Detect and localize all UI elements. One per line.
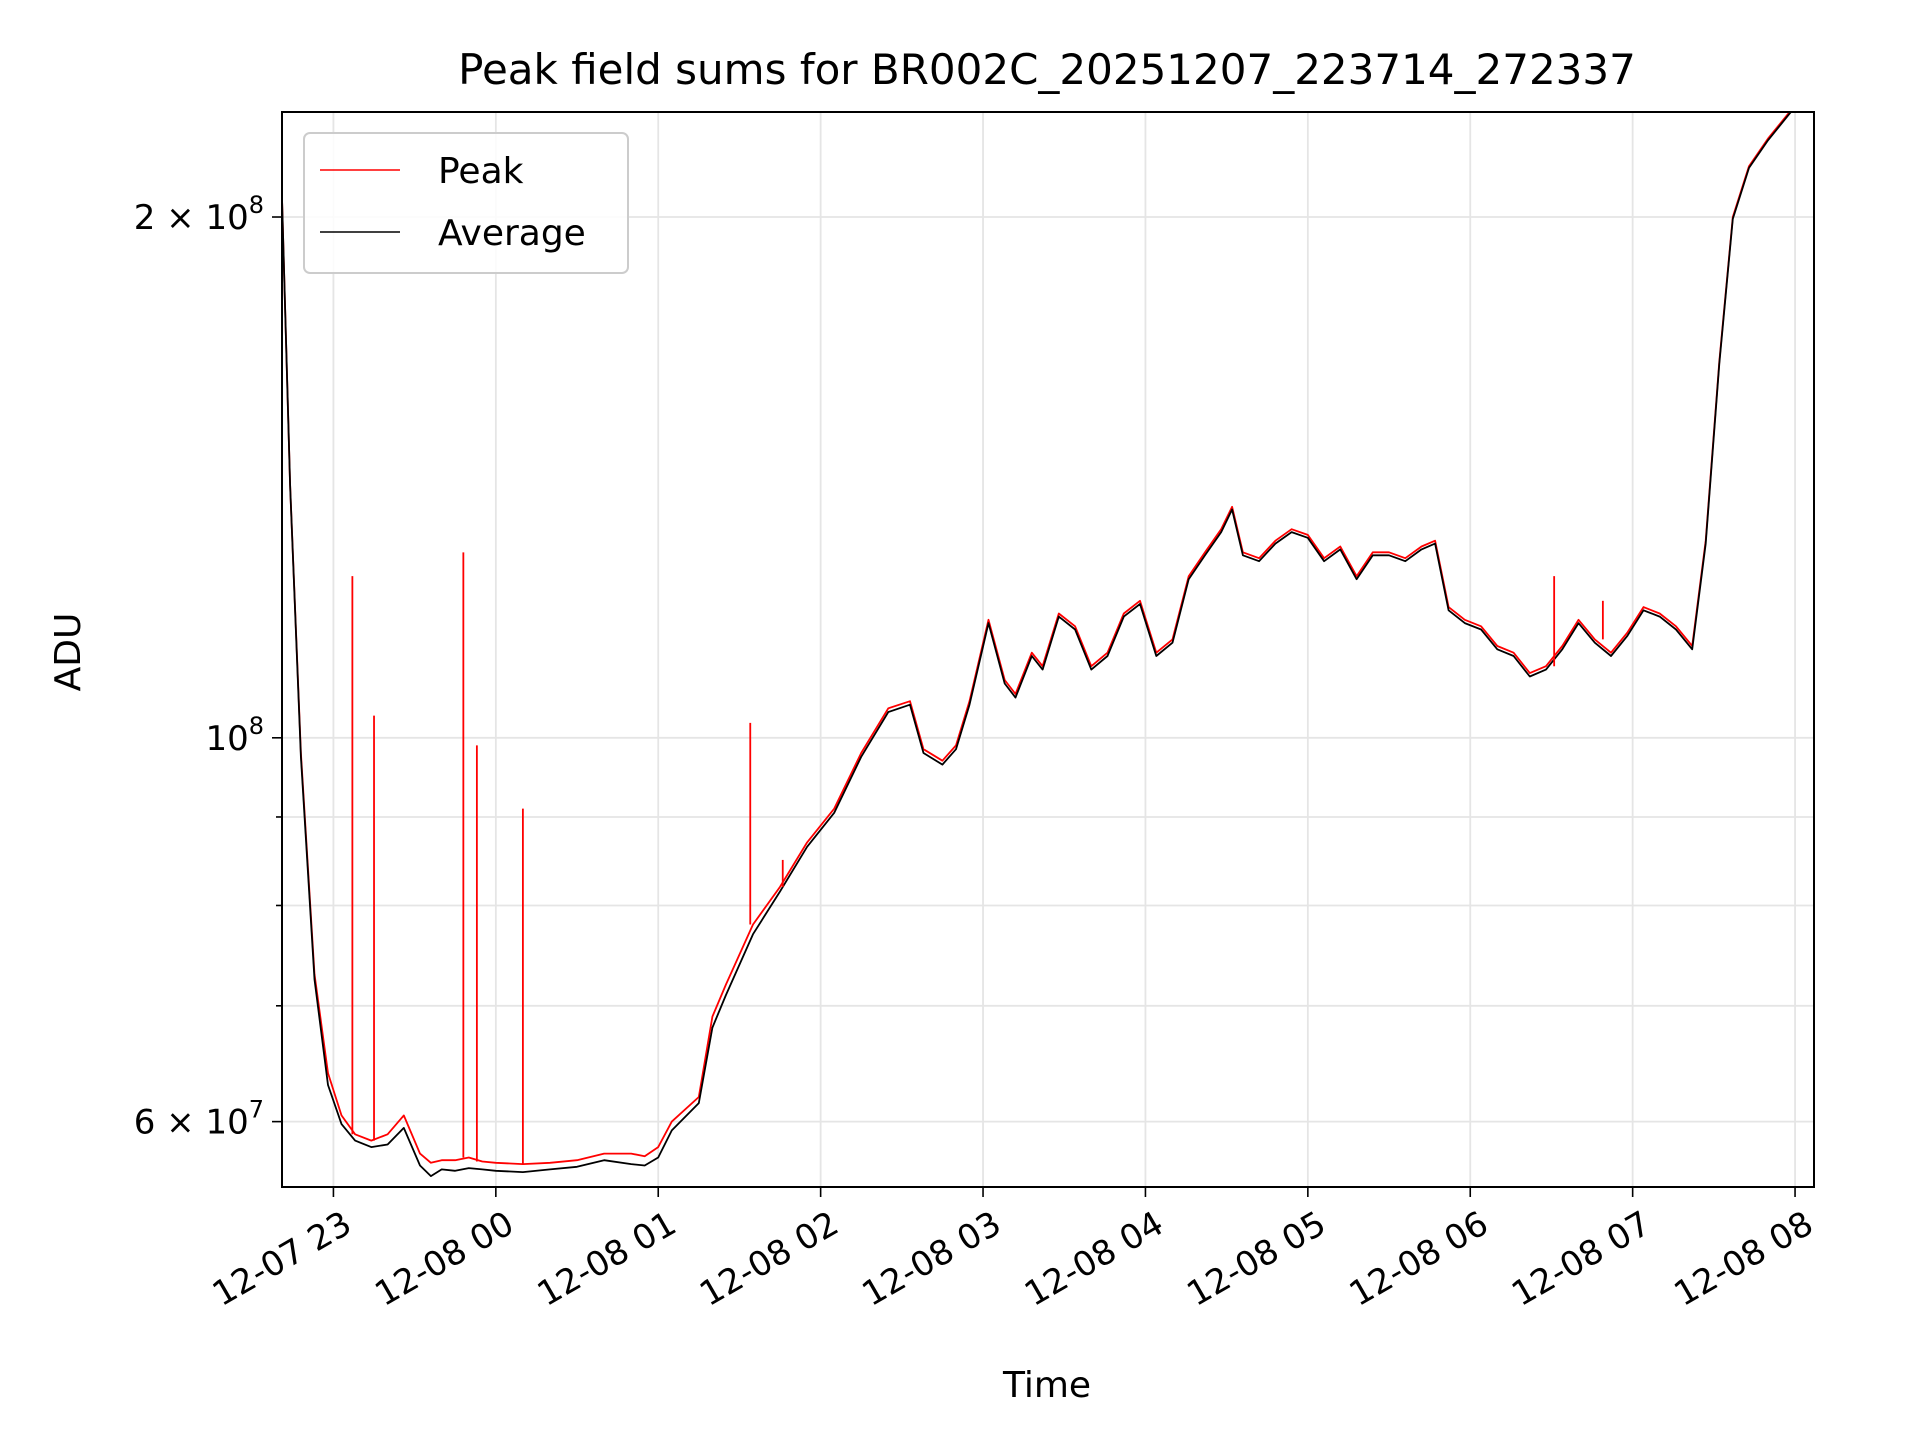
plot-frame xyxy=(281,111,1815,1188)
legend: Peak Average xyxy=(303,132,629,274)
y-tick-label: 108 xyxy=(205,712,264,759)
y-axis-label: ADU xyxy=(48,613,89,692)
chart-title: Peak field sums for BR002C_20251207_2237… xyxy=(458,45,1636,94)
legend-label-average: Average xyxy=(438,213,586,254)
grid-layer xyxy=(282,112,1814,1187)
legend-box xyxy=(303,132,629,274)
y-tick-label: 2 × 108 xyxy=(134,191,264,238)
y-tick-label: 6 × 107 xyxy=(134,1096,264,1143)
legend-label-peak: Peak xyxy=(438,151,524,192)
series-peak-line xyxy=(282,112,1791,1165)
series-layer xyxy=(282,112,1793,1177)
series-average-line xyxy=(282,112,1793,1177)
x-axis-label: Time xyxy=(1002,1365,1091,1406)
